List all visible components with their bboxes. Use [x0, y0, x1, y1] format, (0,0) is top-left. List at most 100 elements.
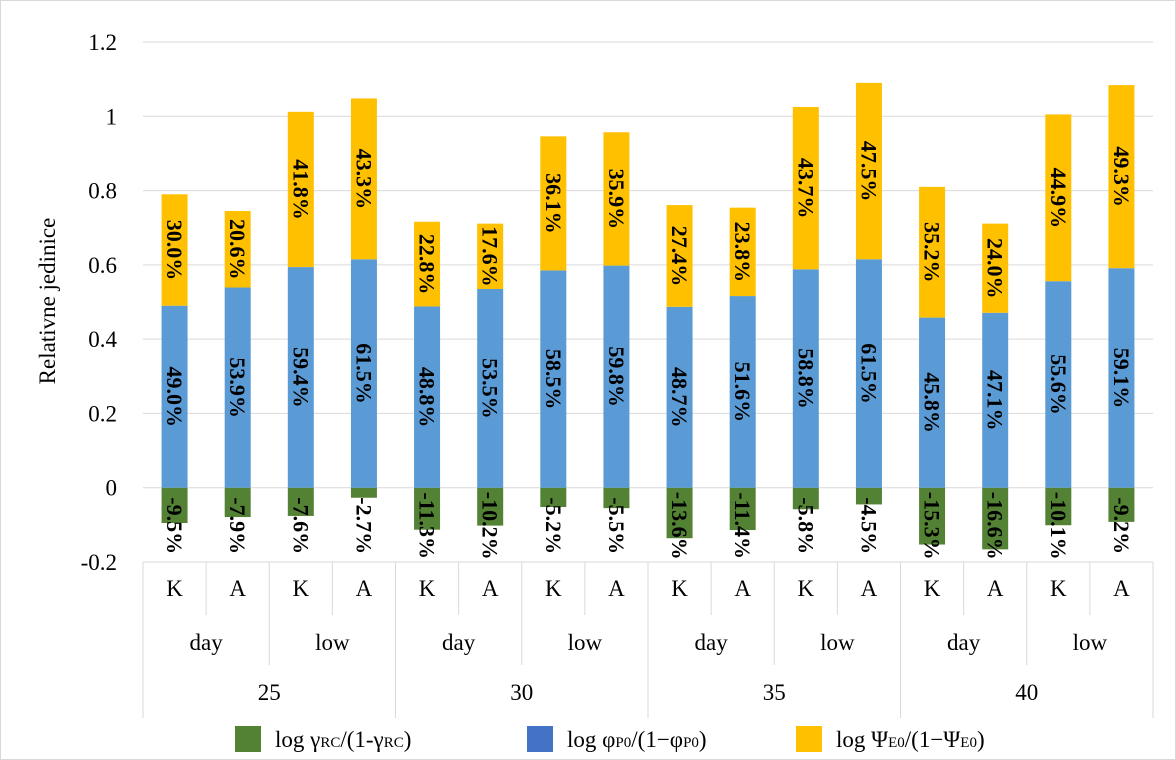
x-category-label: K	[924, 576, 941, 601]
legend-label: log φP0/(1−φP0)	[567, 727, 707, 752]
x-category-label: K	[166, 576, 183, 601]
bar-gamma	[1045, 487, 1072, 526]
bar-gamma	[855, 487, 882, 505]
data-label-psi: 27.4%	[667, 226, 692, 287]
x-group-label: low	[315, 630, 350, 655]
data-label-gamma: -16.6%	[983, 492, 1008, 560]
bar-phi	[729, 296, 756, 488]
bar-psi	[919, 186, 946, 318]
x-temperature-label: 40	[1015, 680, 1038, 705]
y-tick-label: 0.8	[88, 179, 117, 204]
data-label-gamma: -10.1%	[1046, 492, 1071, 560]
data-label-gamma: -7.9%	[225, 497, 250, 554]
data-label-gamma: -15.3%	[920, 492, 945, 560]
data-label-phi: 53.9%	[225, 357, 250, 418]
data-label-phi: 49.0%	[162, 366, 187, 427]
data-label-phi: 59.8%	[604, 346, 629, 407]
y-tick-label: 0	[106, 476, 118, 501]
x-temperature-label: 35	[763, 680, 786, 705]
data-label-gamma: -10.2%	[478, 492, 503, 560]
data-label-psi: 43.7%	[793, 158, 818, 219]
x-category-label: A	[608, 576, 625, 601]
data-label-phi: 45.8%	[920, 372, 945, 433]
y-tick-label: -0.2	[81, 550, 117, 575]
bar-phi	[224, 287, 251, 488]
x-category-label: K	[1050, 576, 1067, 601]
legend: log γRC/(1-γRC) log φP0/(1−φP0) log ΨE0/(1…	[235, 726, 985, 752]
x-category-label: K	[419, 576, 436, 601]
bar-psi	[477, 223, 504, 289]
bar-psi	[224, 211, 251, 288]
bar-gamma	[414, 487, 441, 530]
bar-psi	[792, 107, 819, 270]
bar-psi	[350, 98, 377, 260]
bar-psi	[855, 82, 882, 260]
bar-phi	[350, 259, 377, 488]
data-label-gamma: -5.8%	[793, 497, 818, 554]
x-group-label: day	[190, 630, 224, 655]
x-category-label: A	[229, 576, 246, 601]
y-tick-label: 1.2	[88, 30, 117, 55]
x-category-label: K	[293, 576, 310, 601]
legend-label: log ΨE0/(1−ΨE0)	[836, 727, 985, 752]
bar-gamma	[982, 487, 1009, 550]
bar-psi	[1108, 85, 1135, 269]
data-label-gamma: -2.7%	[351, 497, 376, 554]
bar-psi	[414, 221, 441, 307]
legend-swatch	[796, 726, 822, 752]
data-label-psi: 22.8%	[415, 234, 440, 295]
data-label-gamma: -7.6%	[288, 497, 313, 554]
bar-phi	[287, 267, 314, 488]
bar-psi	[540, 136, 567, 271]
bar-gamma	[287, 487, 314, 516]
bar-gamma	[666, 487, 693, 539]
bar-phi	[982, 312, 1009, 488]
x-category-label: A	[734, 576, 751, 601]
data-label-gamma: -9.2%	[1109, 497, 1134, 554]
legend-swatch	[527, 726, 553, 752]
data-label-psi: 23.8%	[730, 222, 755, 283]
x-group-label: day	[442, 630, 476, 655]
bar-phi	[414, 306, 441, 488]
data-label-phi: 61.5%	[351, 343, 376, 404]
bar-psi	[982, 223, 1009, 313]
data-label-psi: 41.8%	[288, 159, 313, 220]
data-label-gamma: -4.5%	[856, 497, 881, 554]
data-label-phi: 58.8%	[793, 348, 818, 409]
bar-phi	[161, 305, 188, 488]
bar-psi	[287, 111, 314, 268]
x-group-label: low	[568, 630, 603, 655]
bar-psi	[1045, 114, 1072, 282]
data-label-psi: 35.2%	[920, 222, 945, 283]
bar-phi	[603, 265, 630, 488]
bar-gamma	[224, 487, 251, 518]
legend-label: log γRC/(1-γRC)	[275, 727, 411, 752]
x-category-label: A	[987, 576, 1004, 601]
bar-gamma	[477, 487, 504, 526]
bar-phi	[919, 317, 946, 488]
bar-phi	[666, 306, 693, 488]
data-label-phi: 48.8%	[415, 367, 440, 428]
y-tick-label: 1	[106, 104, 118, 129]
x-temperature-label: 30	[510, 680, 533, 705]
bar-gamma	[1108, 487, 1135, 522]
data-label-psi: 24.0%	[983, 238, 1008, 299]
data-label-phi: 59.4%	[288, 347, 313, 408]
data-label-psi: 49.3%	[1109, 146, 1134, 207]
x-category-label: K	[798, 576, 815, 601]
bar-gamma	[792, 487, 819, 510]
data-label-psi: 20.6%	[225, 219, 250, 280]
bars	[161, 82, 1135, 550]
data-label-phi: 47.1%	[983, 370, 1008, 431]
data-label-phi: 48.7%	[667, 367, 692, 428]
bar-psi	[729, 207, 756, 297]
x-temperature-label: 25	[258, 680, 281, 705]
data-label-psi: 47.5%	[856, 141, 881, 202]
bar-gamma	[729, 487, 756, 531]
data-label-psi: 17.6%	[478, 226, 503, 287]
data-label-psi: 44.9%	[1046, 168, 1071, 229]
data-label-gamma: -11.4%	[730, 492, 755, 559]
